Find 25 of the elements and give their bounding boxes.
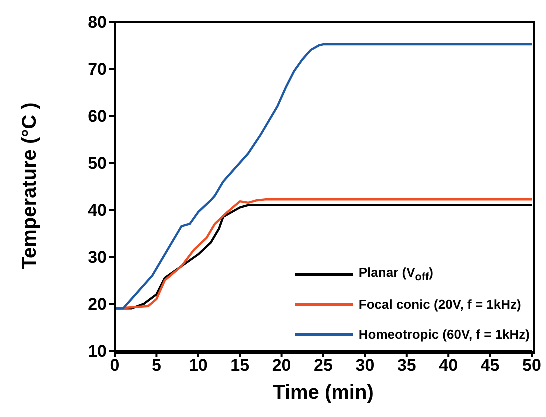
y-tick-label: 80 bbox=[88, 13, 107, 32]
legend-label: Focal conic (20V, f = 1kHz) bbox=[358, 296, 522, 312]
legend-label: Planar (V$_{off}$) bbox=[358, 264, 434, 284]
y-axis-title: Temperature (°C ) bbox=[19, 102, 41, 270]
x-tick-label: 5 bbox=[152, 356, 162, 376]
y-tick-label: 60 bbox=[88, 107, 107, 126]
x-axis-title: Time (min) bbox=[273, 382, 374, 404]
legend-label: Homeotropic (60V, f = 1kHz) bbox=[358, 326, 530, 342]
y-tick-label: 30 bbox=[88, 248, 107, 268]
y-tick-label: 50 bbox=[88, 154, 107, 174]
y-tick-label: 20 bbox=[88, 295, 107, 314]
x-tick-label: 30 bbox=[356, 356, 375, 376]
x-tick-label: 45 bbox=[480, 356, 500, 376]
y-tick-label: 40 bbox=[88, 201, 107, 220]
x-tick-label: 25 bbox=[314, 356, 333, 376]
line-series bbox=[115, 43, 532, 310]
x-tick-label: 15 bbox=[230, 356, 250, 376]
x-tick-label: 10 bbox=[188, 356, 208, 376]
x-tick-label: 50 bbox=[522, 356, 542, 376]
x-tick-label: 20 bbox=[272, 356, 292, 376]
x-tick-label: 40 bbox=[439, 356, 458, 376]
y-tick-label: 10 bbox=[88, 342, 107, 362]
x-tick-label: 35 bbox=[397, 356, 416, 376]
y-tick-label: 70 bbox=[88, 60, 107, 80]
x-tick-label: 0 bbox=[110, 356, 120, 376]
